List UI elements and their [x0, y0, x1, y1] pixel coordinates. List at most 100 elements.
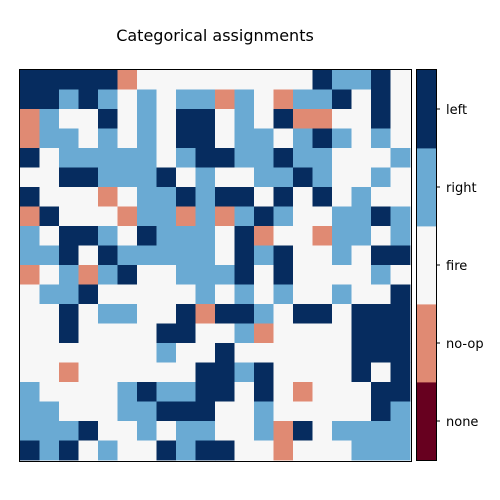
heatmap-cell — [215, 245, 235, 266]
heatmap-cell — [312, 401, 333, 422]
heatmap-cell — [20, 109, 40, 129]
heatmap-cell — [390, 440, 411, 461]
heatmap-cell — [234, 265, 255, 285]
heatmap-cell — [117, 109, 138, 129]
heatmap-cell — [273, 148, 294, 168]
heatmap-cell — [371, 109, 391, 129]
heatmap-cell — [39, 304, 60, 324]
heatmap-cell — [254, 226, 274, 246]
heatmap-cell — [312, 382, 333, 402]
heatmap-cell — [371, 89, 391, 110]
heatmap-cell — [176, 343, 196, 363]
heatmap-cell — [137, 109, 157, 129]
heatmap-cell — [254, 109, 274, 129]
heatmap-cell — [98, 382, 118, 402]
heatmap-cell — [332, 245, 352, 266]
heatmap-cell — [78, 362, 99, 383]
heatmap-cell — [234, 148, 255, 168]
heatmap-cell — [351, 440, 372, 461]
heatmap-cell — [20, 284, 40, 305]
heatmap-cell — [293, 343, 313, 363]
heatmap-cell — [59, 265, 79, 285]
heatmap-cell — [273, 245, 294, 266]
heatmap-cell — [312, 362, 333, 383]
heatmap-cell — [293, 109, 313, 129]
heatmap-cell — [20, 167, 40, 188]
heatmap-cell — [20, 440, 40, 461]
heatmap-cell — [78, 109, 99, 129]
heatmap-cell — [59, 89, 79, 110]
heatmap-cell — [59, 226, 79, 246]
heatmap-cell — [195, 304, 216, 324]
heatmap-cell — [351, 323, 372, 344]
heatmap-cell — [137, 70, 157, 90]
heatmap-cell — [98, 89, 118, 110]
heatmap-cell — [351, 382, 372, 402]
heatmap-cell — [195, 362, 216, 383]
heatmap-cell — [351, 304, 372, 324]
heatmap-frame — [19, 69, 412, 462]
heatmap-cell — [156, 284, 177, 305]
heatmap-cell — [78, 265, 99, 285]
heatmap-cell — [215, 265, 235, 285]
heatmap-cell — [20, 226, 40, 246]
heatmap-cell — [390, 167, 411, 188]
chart-title: Categorical assignments — [116, 26, 314, 45]
heatmap-cell — [98, 226, 118, 246]
heatmap-cell — [98, 265, 118, 285]
heatmap-cell — [78, 304, 99, 324]
heatmap-cell — [195, 284, 216, 305]
heatmap-cell — [156, 148, 177, 168]
heatmap-cell — [254, 401, 274, 422]
heatmap-cell — [156, 187, 177, 207]
heatmap-cell — [351, 343, 372, 363]
heatmap-cell — [78, 401, 99, 422]
heatmap-cell — [312, 226, 333, 246]
heatmap-cell — [332, 440, 352, 461]
heatmap-cell — [332, 167, 352, 188]
heatmap-cell — [176, 401, 196, 422]
heatmap-cell — [332, 343, 352, 363]
heatmap-cell — [371, 206, 391, 227]
heatmap-cell — [117, 70, 138, 90]
heatmap-cell — [59, 343, 79, 363]
heatmap-cell — [78, 128, 99, 149]
heatmap-cell — [137, 323, 157, 344]
heatmap-cell — [390, 362, 411, 383]
heatmap-cell — [20, 323, 40, 344]
heatmap-cell — [215, 440, 235, 461]
heatmap-cell — [390, 265, 411, 285]
heatmap-cell — [293, 421, 313, 441]
heatmap-cell — [312, 284, 333, 305]
heatmap-cell — [137, 89, 157, 110]
heatmap-cell — [273, 284, 294, 305]
heatmap-cell — [117, 304, 138, 324]
heatmap-cell — [156, 421, 177, 441]
heatmap-cell — [215, 148, 235, 168]
heatmap-cell — [215, 167, 235, 188]
heatmap-cell — [293, 323, 313, 344]
heatmap-cell — [312, 128, 333, 149]
heatmap-cell — [39, 89, 60, 110]
heatmap-cell — [234, 382, 255, 402]
heatmap-cell — [98, 128, 118, 149]
heatmap-cell — [195, 245, 216, 266]
heatmap-cell — [332, 382, 352, 402]
heatmap-cell — [59, 284, 79, 305]
heatmap-cell — [137, 401, 157, 422]
heatmap-cell — [293, 89, 313, 110]
heatmap-cell — [117, 206, 138, 227]
heatmap-cell — [215, 343, 235, 363]
heatmap-cell — [176, 167, 196, 188]
heatmap-cell — [371, 440, 391, 461]
heatmap-cell — [156, 362, 177, 383]
heatmap-cell — [156, 206, 177, 227]
heatmap-cell — [332, 89, 352, 110]
heatmap-cell — [390, 148, 411, 168]
heatmap-cell — [98, 362, 118, 383]
heatmap-cell — [254, 343, 274, 363]
heatmap-cell — [39, 109, 60, 129]
heatmap-cell — [20, 382, 40, 402]
colorbar-segment — [417, 304, 436, 383]
heatmap-cell — [98, 109, 118, 129]
